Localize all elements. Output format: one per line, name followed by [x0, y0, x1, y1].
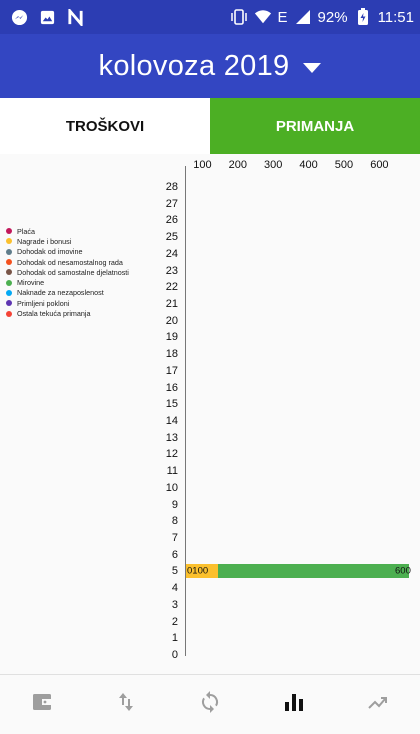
- bottom-navigation: [0, 674, 420, 734]
- bar-segment: [186, 564, 218, 579]
- bar-value-label: 600: [395, 565, 411, 577]
- y-tick-label: 28: [165, 181, 178, 193]
- y-tick-label: 15: [165, 398, 178, 411]
- legend-dot: [6, 279, 12, 286]
- trending-up-icon: [366, 690, 390, 719]
- dropdown-caret-icon[interactable]: [303, 63, 322, 73]
- axis-line: [185, 166, 186, 656]
- sync-icon: [198, 690, 222, 719]
- tab-bar: TROŠKOVI PRIMANJA: [0, 98, 420, 154]
- income-chart: 100 200 300 400 500 600 0 1 2 3 4 5 6 7 8 9 10 11 12 13 14 1…: [0, 154, 420, 674]
- y-tick-label: 8: [171, 515, 178, 528]
- bar-segment: [217, 564, 409, 579]
- tab-expenses[interactable]: TROŠKOVI: [0, 98, 210, 154]
- legend-label: Nagrade i bonusi: [17, 236, 72, 246]
- y-tick-label: 11: [166, 465, 178, 478]
- legend-item: Plaća: [6, 226, 176, 236]
- x-tick-label: 500: [334, 159, 354, 171]
- x-tick-label: 200: [228, 159, 247, 171]
- legend-label: Naknade za nezaposlenost: [17, 288, 104, 298]
- y-tick-label: 12: [165, 448, 178, 461]
- legend-label: Dohodak od imovine: [17, 247, 83, 257]
- legend-dot: [6, 259, 12, 266]
- legend-dot: [6, 248, 12, 255]
- y-tick-label: 10: [165, 481, 178, 494]
- legend-item: Nagrade i bonusi: [6, 236, 176, 246]
- y-tick-label: 1: [171, 632, 178, 645]
- tab-income[interactable]: PRIMANJA: [210, 98, 420, 154]
- legend-item: Dohodak od samostalne djelatnosti: [6, 267, 176, 277]
- signal-icon: [294, 8, 312, 26]
- chart-legend: Plaća Nagrade i bonusi Dohodak od imovin…: [6, 226, 176, 319]
- legend-item: Dohodak od imovine: [6, 247, 176, 257]
- legend-label: Primljeni pokloni: [17, 298, 70, 308]
- legend-dot: [6, 289, 12, 296]
- legend-dot: [6, 228, 12, 235]
- y-tick-label: 24: [165, 247, 178, 260]
- y-tick-label: 7: [171, 532, 178, 544]
- nav-trends[interactable]: [353, 683, 403, 727]
- month-selector[interactable]: kolovoza 2019: [0, 34, 420, 98]
- x-tick-label: 100: [193, 159, 212, 171]
- y-tick-label: 19: [165, 331, 178, 344]
- y-tick-label: 2: [171, 615, 178, 628]
- x-tick-label: 600: [370, 159, 389, 171]
- vibrate-icon: [230, 8, 248, 26]
- legend-item: Dohodak od nesamostalnog rada: [6, 257, 176, 267]
- y-tick-label: 23: [165, 264, 178, 277]
- bar-value-label: 0100: [187, 565, 209, 577]
- legend-item: Ostala tekuća primanja: [6, 308, 176, 318]
- legend-label: Plaća: [17, 226, 35, 236]
- nfc-icon: [66, 8, 84, 26]
- legend-label: Dohodak od samostalne djelatnosti: [17, 267, 129, 277]
- transfer-arrows-icon: [114, 690, 138, 719]
- wifi-icon: [254, 8, 272, 26]
- nav-transactions[interactable]: [101, 683, 151, 727]
- status-bar: E 92% 11:51: [0, 0, 420, 34]
- legend-label: Ostala tekuća primanja: [17, 309, 91, 319]
- y-tick-label: 9: [171, 498, 178, 511]
- legend-item: Naknade za nezaposlenost: [6, 288, 176, 298]
- y-tick-label: 0: [171, 649, 178, 661]
- y-tick-label: 14: [165, 415, 178, 427]
- y-tick-label: 25: [165, 231, 178, 244]
- clock: 11:51: [377, 8, 414, 26]
- y-tick-label: 27: [165, 197, 178, 210]
- nav-accounts[interactable]: [17, 683, 67, 727]
- y-tick-label: 4: [171, 582, 178, 595]
- month-title: kolovoza 2019: [98, 49, 290, 82]
- battery-percent: 92%: [317, 8, 348, 26]
- y-tick-label: 16: [165, 381, 178, 394]
- wallet-icon: [30, 690, 54, 719]
- x-tick-label: 300: [264, 159, 283, 171]
- y-tick-label: 13: [165, 431, 178, 444]
- bar-chart-icon: [282, 690, 306, 719]
- messenger-icon: [10, 8, 28, 26]
- nav-charts[interactable]: [269, 683, 319, 727]
- legend-dot: [6, 300, 12, 307]
- gallery-icon: [38, 8, 56, 26]
- network-type: E: [277, 8, 288, 26]
- legend-dot: [6, 269, 12, 276]
- legend-dot: [6, 310, 12, 317]
- legend-dot: [6, 238, 12, 245]
- y-tick-label: 21: [165, 298, 178, 310]
- y-tick-label: 5: [171, 565, 178, 578]
- nav-recurring[interactable]: [185, 683, 235, 727]
- y-tick-label: 18: [165, 348, 178, 361]
- legend-item: Primljeni pokloni: [6, 298, 176, 308]
- y-tick-label: 3: [171, 598, 178, 611]
- y-tick-label: 22: [165, 281, 178, 294]
- y-tick-label: 26: [165, 214, 178, 227]
- y-tick-label: 20: [165, 314, 178, 327]
- legend-label: Mirovine: [17, 278, 45, 288]
- x-tick-label: 400: [299, 159, 318, 171]
- legend-label: Dohodak od nesamostalnog rada: [17, 257, 123, 267]
- y-tick-label: 6: [171, 548, 178, 561]
- y-tick-label: 17: [165, 364, 178, 377]
- legend-item: Mirovine: [6, 277, 176, 287]
- battery-charging-icon: [354, 8, 372, 26]
